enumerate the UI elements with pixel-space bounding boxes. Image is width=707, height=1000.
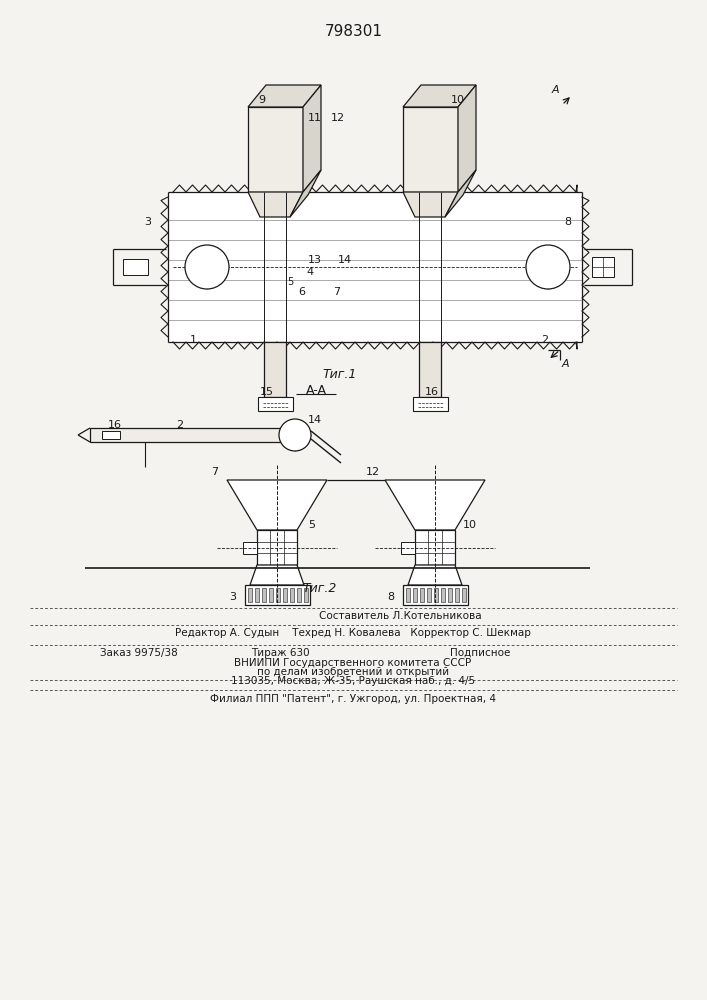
Text: Тираж 630: Тираж 630 xyxy=(251,648,310,658)
Bar xyxy=(276,588,280,602)
Bar xyxy=(413,397,448,411)
Text: 6: 6 xyxy=(298,287,305,297)
Text: 3: 3 xyxy=(230,592,237,602)
Text: 15: 15 xyxy=(260,387,274,397)
Bar xyxy=(258,397,293,411)
Bar xyxy=(90,428,295,442)
Text: 16: 16 xyxy=(108,420,122,430)
Text: Τиг.2: Τиг.2 xyxy=(303,582,337,594)
Bar xyxy=(297,588,301,602)
Bar xyxy=(448,588,452,602)
Text: 11: 11 xyxy=(308,113,322,123)
Text: A-A: A-A xyxy=(305,383,327,396)
Polygon shape xyxy=(250,565,304,585)
Bar xyxy=(283,588,287,602)
Bar xyxy=(248,588,252,602)
Text: 5: 5 xyxy=(308,520,315,530)
Text: Филиал ППП "Патент", г. Ужгород, ул. Проектная, 4: Филиал ППП "Патент", г. Ужгород, ул. Про… xyxy=(210,694,496,704)
Polygon shape xyxy=(303,85,321,192)
Text: 16: 16 xyxy=(425,387,439,397)
Bar xyxy=(257,530,297,565)
Text: 2: 2 xyxy=(177,420,184,430)
Circle shape xyxy=(185,245,229,289)
Text: 1: 1 xyxy=(189,335,197,345)
Bar xyxy=(102,431,120,439)
Bar xyxy=(420,588,424,602)
Bar xyxy=(403,585,468,605)
Circle shape xyxy=(279,419,311,451)
Bar xyxy=(255,588,259,602)
Bar xyxy=(406,588,410,602)
Text: 5: 5 xyxy=(287,277,293,287)
Text: 8: 8 xyxy=(564,217,571,227)
Text: Составитель Л.Котельникова: Составитель Л.Котельникова xyxy=(319,611,481,621)
Text: 14: 14 xyxy=(338,255,352,265)
Text: 12: 12 xyxy=(331,113,345,123)
Bar xyxy=(168,192,582,342)
Text: A: A xyxy=(551,85,559,95)
Polygon shape xyxy=(248,85,321,107)
Bar xyxy=(248,107,303,192)
Text: 113035, Москва, Ж-35, Раушская наб., д. 4/5: 113035, Москва, Ж-35, Раушская наб., д. … xyxy=(231,676,475,686)
Text: 7: 7 xyxy=(334,287,341,297)
Text: 10: 10 xyxy=(463,520,477,530)
Polygon shape xyxy=(458,85,476,192)
Polygon shape xyxy=(290,170,321,217)
Bar xyxy=(592,257,614,277)
Bar xyxy=(245,585,310,605)
Polygon shape xyxy=(227,480,327,530)
Text: Τиг.1: Τиг.1 xyxy=(323,367,357,380)
Bar xyxy=(304,588,308,602)
Text: A: A xyxy=(561,359,569,369)
Bar xyxy=(401,542,415,554)
Bar xyxy=(434,588,438,602)
Circle shape xyxy=(526,245,570,289)
Polygon shape xyxy=(403,85,476,107)
Polygon shape xyxy=(248,192,303,217)
Text: 14: 14 xyxy=(308,415,322,425)
Bar xyxy=(427,588,431,602)
Bar xyxy=(264,342,286,397)
Text: 2: 2 xyxy=(542,335,549,345)
Bar xyxy=(455,588,459,602)
Bar xyxy=(419,342,441,397)
Bar xyxy=(441,588,445,602)
Bar xyxy=(415,530,455,565)
Text: 4: 4 xyxy=(306,267,314,277)
Polygon shape xyxy=(445,170,476,217)
Bar xyxy=(290,588,294,602)
Text: 3: 3 xyxy=(144,217,151,227)
Text: 13: 13 xyxy=(308,255,322,265)
Bar xyxy=(413,588,417,602)
Text: по делам изобретений и открытий: по делам изобретений и открытий xyxy=(257,667,449,677)
Text: 8: 8 xyxy=(387,592,395,602)
Polygon shape xyxy=(403,192,458,217)
Text: Подписное: Подписное xyxy=(450,648,510,658)
Bar xyxy=(462,588,466,602)
Text: ВНИИПИ Государственного комитета СССР: ВНИИПИ Государственного комитета СССР xyxy=(235,658,472,668)
Text: 9: 9 xyxy=(259,95,266,105)
Bar xyxy=(243,542,257,554)
Text: 7: 7 xyxy=(211,467,218,477)
Text: 798301: 798301 xyxy=(325,24,383,39)
Polygon shape xyxy=(408,565,462,585)
Text: 12: 12 xyxy=(366,467,380,477)
Text: Редактор А. Судын    Техред Н. Ковалева   Корректор С. Шекмар: Редактор А. Судын Техред Н. Ковалева Кор… xyxy=(175,628,531,638)
Bar xyxy=(123,259,148,275)
Bar xyxy=(269,588,273,602)
Bar xyxy=(262,588,266,602)
Text: 10: 10 xyxy=(451,95,465,105)
Bar xyxy=(403,107,458,192)
Text: Заказ 9975/38: Заказ 9975/38 xyxy=(100,648,177,658)
Polygon shape xyxy=(385,480,485,530)
